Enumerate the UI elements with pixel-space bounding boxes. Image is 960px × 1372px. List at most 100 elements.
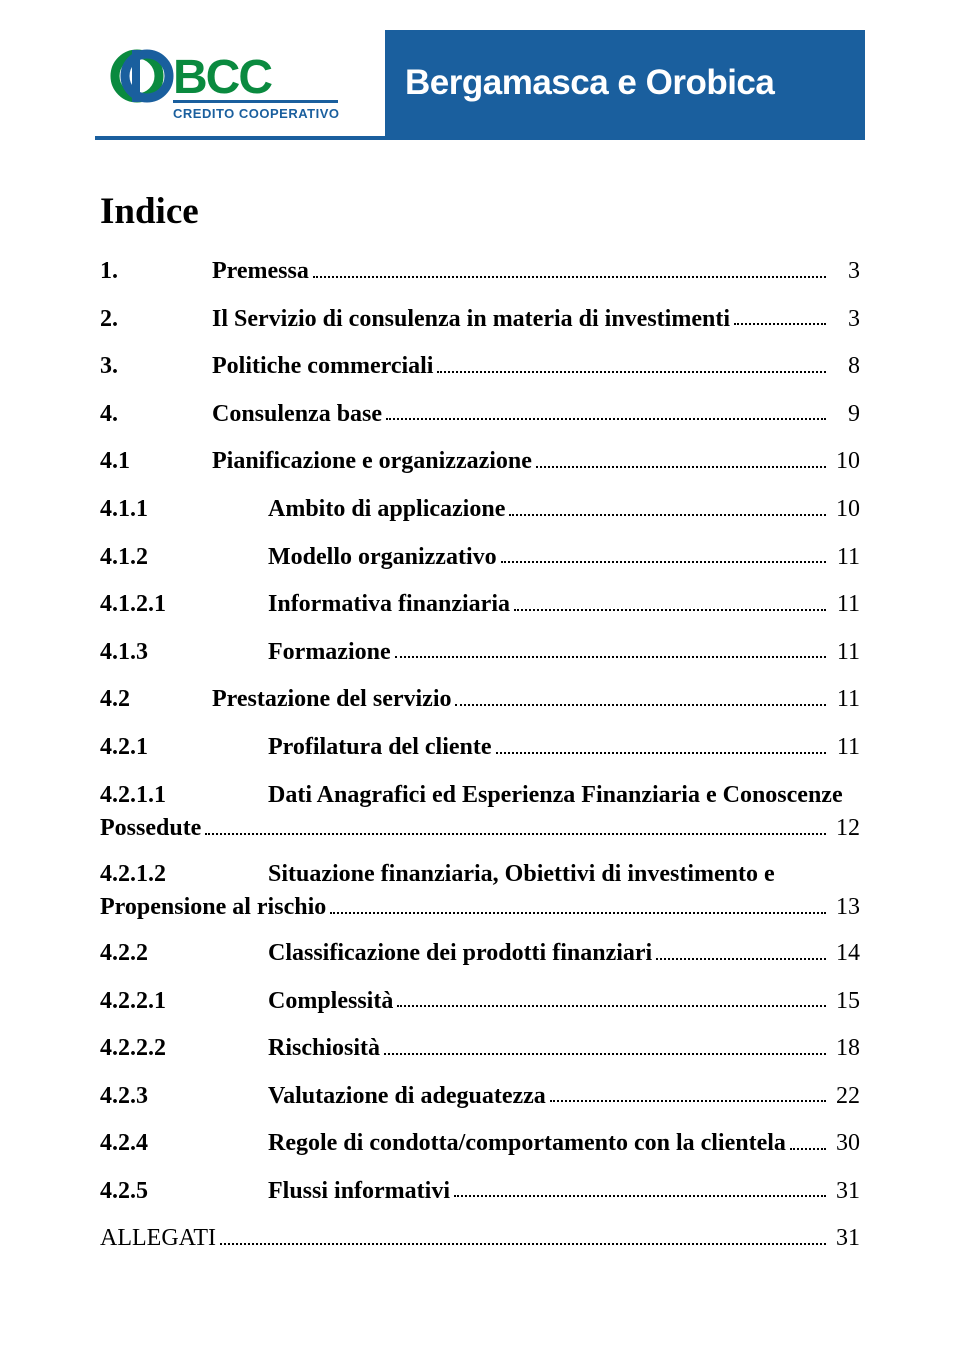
toc-page: 11 xyxy=(830,588,860,622)
toc-entry: 4.2.3Valutazione di adeguatezza 22 xyxy=(100,1080,860,1114)
toc-page: 11 xyxy=(830,541,860,575)
toc-entry: 4.1.3Formazione11 xyxy=(100,636,860,670)
toc-label: Premessa xyxy=(212,255,309,289)
toc-content: Indice 1.Premessa32.Il Servizio di consu… xyxy=(95,190,865,1256)
toc-leader-dots xyxy=(790,1148,826,1150)
toc-label: Complessità xyxy=(268,985,393,1019)
toc-leader-dots xyxy=(536,466,826,468)
toc-label: Pianificazione e organizzazione xyxy=(212,445,532,479)
toc-number: 4.2 xyxy=(100,683,212,717)
toc-number: 4.2.1.1 xyxy=(100,779,268,813)
toc-leader-dots xyxy=(395,656,826,658)
toc-number: 4.2.3 xyxy=(100,1080,268,1114)
toc-label: Modello organizzativo xyxy=(268,541,497,575)
toc-number: 1. xyxy=(100,255,212,289)
toc-number: 3. xyxy=(100,350,212,384)
toc-page: 31 xyxy=(830,1175,860,1209)
svg-text:BCC: BCC xyxy=(173,51,272,104)
toc-entry: 4.Consulenza base 9 xyxy=(100,398,860,432)
toc-number: 4.2.2 xyxy=(100,937,268,971)
toc-page: 14 xyxy=(830,937,860,971)
toc-entry: 4.2.4Regole di condotta/comportamento co… xyxy=(100,1127,860,1161)
toc-number: 4.1.2 xyxy=(100,541,268,575)
toc-label-cont: Propensione al rischio xyxy=(100,891,326,925)
toc-number: 4.1.2.1 xyxy=(100,588,268,622)
toc-page: 9 xyxy=(830,398,860,432)
toc-leader-dots xyxy=(509,514,826,516)
toc-label: Rischiosità xyxy=(268,1032,380,1066)
toc-entry: 2.Il Servizio di consulenza in materia d… xyxy=(100,303,860,337)
toc-leader-dots xyxy=(496,752,827,754)
toc-number: 4.2.5 xyxy=(100,1175,268,1209)
document-page: BCC CREDITO COOPERATIVO Bergamasca e Oro… xyxy=(0,0,960,1256)
toc-page: 11 xyxy=(830,683,860,717)
toc-entry: 4.2.2Classificazione dei prodotti finanz… xyxy=(100,937,860,971)
svg-text:CREDITO COOPERATIVO: CREDITO COOPERATIVO xyxy=(173,106,339,121)
toc-label: Politiche commerciali xyxy=(212,350,433,384)
toc-number: 4.2.4 xyxy=(100,1127,268,1161)
header-banner: BCC CREDITO COOPERATIVO Bergamasca e Oro… xyxy=(95,30,865,140)
toc-entry: 4.2Prestazione del servizio 11 xyxy=(100,683,860,717)
toc-leader-dots xyxy=(220,1243,826,1245)
toc-leader-dots xyxy=(514,609,826,611)
toc-entry: 1.Premessa 3 xyxy=(100,255,860,289)
toc-page: 18 xyxy=(830,1032,860,1066)
logo-box: BCC CREDITO COOPERATIVO xyxy=(95,30,385,136)
toc-page: 10 xyxy=(830,445,860,479)
toc-label: Dati Anagrafici ed Esperienza Finanziari… xyxy=(268,779,860,813)
toc-label: Situazione finanziaria, Obiettivi di inv… xyxy=(268,858,860,892)
toc-leader-dots xyxy=(656,958,826,960)
toc-label: Consulenza base xyxy=(212,398,382,432)
toc-number: 4.2.2.1 xyxy=(100,985,268,1019)
toc-page: 31 xyxy=(830,1222,860,1256)
toc-leader-dots xyxy=(455,704,826,706)
toc-label: Flussi informativi xyxy=(268,1175,450,1209)
toc-number: 2. xyxy=(100,303,212,337)
toc-leader-dots xyxy=(501,561,826,563)
toc-page: 11 xyxy=(830,731,860,765)
toc-page: 22 xyxy=(830,1080,860,1114)
toc-page: 11 xyxy=(830,636,860,670)
toc-label: Profilatura del cliente xyxy=(268,731,492,765)
toc-page: 3 xyxy=(830,255,860,289)
toc-label: Formazione xyxy=(268,636,391,670)
toc-page: 8 xyxy=(830,350,860,384)
bcc-logo: BCC CREDITO COOPERATIVO xyxy=(105,38,375,128)
toc-entry: 4.2.2.2Rischiosità 18 xyxy=(100,1032,860,1066)
toc-leader-dots xyxy=(386,418,826,420)
toc-leader-dots xyxy=(313,276,826,278)
toc-number: 4. xyxy=(100,398,212,432)
toc-entry: 3.Politiche commerciali 8 xyxy=(100,350,860,384)
toc-label: Valutazione di adeguatezza xyxy=(268,1080,546,1114)
toc-page: 13 xyxy=(830,891,860,925)
toc-entry: 4.1.2.1Informativa finanziaria11 xyxy=(100,588,860,622)
banner-text: Bergamasca e Orobica xyxy=(405,63,774,103)
toc-page: 30 xyxy=(830,1127,860,1161)
toc-entry: 4.1Pianificazione e organizzazione10 xyxy=(100,445,860,479)
toc-entry: 4.2.2.1Complessità 15 xyxy=(100,985,860,1019)
toc-label: ALLEGATI xyxy=(100,1222,216,1256)
toc-leader-dots xyxy=(330,912,826,914)
toc-label: Prestazione del servizio xyxy=(212,683,451,717)
toc-entry: 4.2.1.1Dati Anagrafici ed Esperienza Fin… xyxy=(100,779,860,846)
toc-label: Regole di condotta/comportamento con la … xyxy=(268,1127,786,1161)
toc-leader-dots xyxy=(397,1005,826,1007)
toc-list: 1.Premessa 3 2.Il Servizio di consulenza i… xyxy=(100,255,860,1256)
toc-leader-dots xyxy=(550,1100,826,1102)
toc-leader-dots xyxy=(437,371,826,373)
toc-entry: 4.1.2Modello organizzativo 11 xyxy=(100,541,860,575)
toc-entry: ALLEGATI31 xyxy=(160,1222,860,1256)
toc-entry: 4.2.1Profilatura del cliente 11 xyxy=(100,731,860,765)
toc-entry: 4.1.1Ambito di applicazione10 xyxy=(100,493,860,527)
toc-label: Classificazione dei prodotti finanziari xyxy=(268,937,652,971)
toc-entry: 4.2.1.2Situazione finanziaria, Obiettivi… xyxy=(100,858,860,925)
toc-leader-dots xyxy=(734,323,826,325)
toc-label-cont: Possedute xyxy=(100,812,201,846)
toc-label: Il Servizio di consulenza in materia di … xyxy=(212,303,730,337)
toc-number: 4.2.2.2 xyxy=(100,1032,268,1066)
toc-number: 4.1.1 xyxy=(100,493,268,527)
toc-page: 10 xyxy=(830,493,860,527)
toc-number: 4.2.1 xyxy=(100,731,268,765)
toc-entry: 4.2.5Flussi informativi 31 xyxy=(100,1175,860,1209)
toc-page: 15 xyxy=(830,985,860,1019)
